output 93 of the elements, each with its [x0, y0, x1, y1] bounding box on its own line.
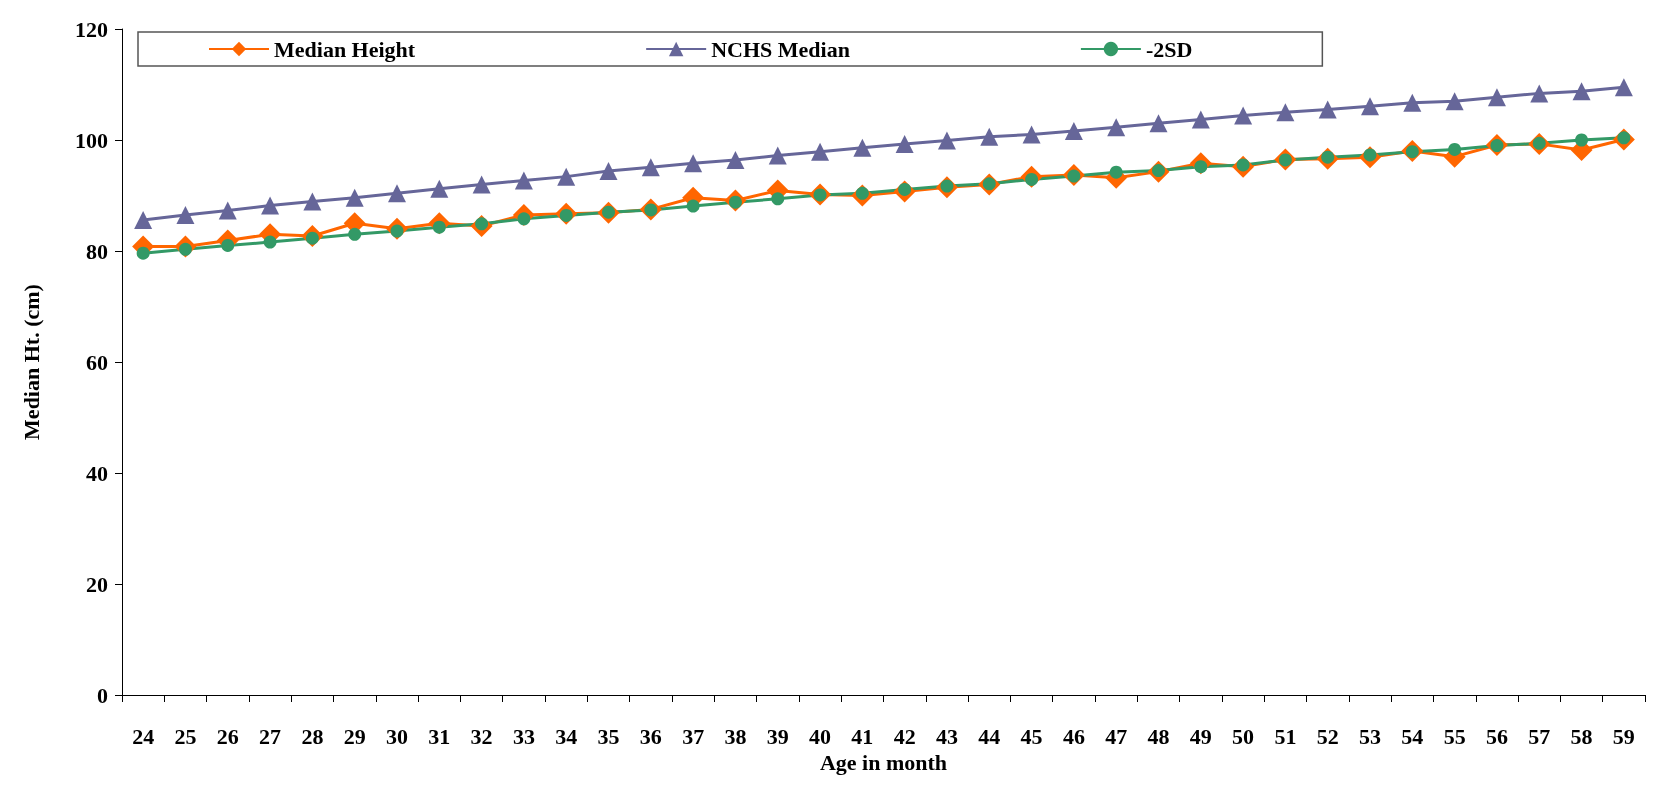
x-tick-label: 53	[1359, 723, 1382, 749]
point	[1575, 133, 1589, 147]
point	[1149, 114, 1168, 133]
y-axis-title: Median Ht. (cm)	[18, 284, 44, 440]
point	[1572, 82, 1591, 101]
x-tick-label: 27	[259, 723, 282, 749]
x-tick-label: 52	[1316, 723, 1339, 749]
x-tick-label: 37	[682, 723, 705, 749]
x-tick-label: 30	[385, 723, 408, 749]
x-tick-label: 48	[1147, 723, 1170, 749]
y-tick-label: 60	[86, 349, 108, 375]
y-tick-label: 100	[75, 127, 108, 153]
point	[303, 192, 322, 211]
point	[348, 227, 362, 241]
point	[1530, 84, 1549, 103]
x-tick-label: 29	[343, 723, 366, 749]
point	[771, 192, 785, 206]
point	[1448, 142, 1462, 156]
point	[430, 179, 449, 198]
point	[1276, 103, 1295, 122]
x-tick-label: 46	[1062, 723, 1085, 749]
point	[1191, 110, 1210, 129]
point	[1361, 97, 1380, 116]
x-tick-label: 34	[555, 723, 578, 749]
x-tick-label: 40	[809, 723, 832, 749]
x-tick-label: 54	[1401, 723, 1424, 749]
x-tick-label: 50	[1232, 723, 1255, 749]
x-tick-label: 38	[724, 723, 747, 749]
y-tick-label: 0	[97, 682, 108, 708]
point	[136, 246, 150, 260]
point	[218, 201, 237, 220]
point	[1109, 165, 1123, 179]
point	[1403, 93, 1422, 112]
point	[1487, 88, 1506, 107]
x-tick-label: 42	[893, 723, 916, 749]
x-tick-label: 41	[851, 723, 874, 749]
x-tick-label: 55	[1443, 723, 1466, 749]
point	[557, 167, 576, 186]
point	[686, 199, 700, 213]
x-tick-label: 36	[639, 723, 662, 749]
x-tick-label: 25	[174, 723, 197, 749]
legend-label: NCHS Median	[711, 36, 850, 62]
point	[345, 188, 364, 207]
x-tick-label: 35	[597, 723, 620, 749]
x-tick-label: 51	[1274, 723, 1297, 749]
point	[263, 235, 277, 249]
x-tick-label: 26	[216, 723, 239, 749]
point	[472, 175, 491, 194]
point	[811, 142, 830, 161]
point	[726, 150, 745, 169]
point	[176, 205, 195, 224]
point	[1064, 122, 1083, 141]
x-tick-label: 56	[1485, 723, 1508, 749]
x-tick-label: 47	[1105, 723, 1128, 749]
legend-label: Median Height	[274, 36, 416, 62]
point	[895, 134, 914, 153]
point	[514, 171, 533, 190]
x-tick-label: 44	[978, 723, 1001, 749]
point	[768, 146, 787, 165]
y-tick-label: 80	[86, 238, 108, 264]
legend-label: -2SD	[1145, 36, 1193, 62]
x-tick-label: 28	[301, 723, 324, 749]
x-tick-label: 32	[470, 723, 493, 749]
point	[134, 210, 153, 229]
point	[1445, 92, 1464, 111]
y-tick-label: 40	[86, 460, 108, 486]
point	[261, 196, 280, 215]
point	[641, 158, 660, 177]
x-tick-label: 33	[512, 723, 535, 749]
point	[1614, 78, 1633, 97]
point	[221, 238, 235, 252]
x-tick-label: 43	[935, 723, 958, 749]
x-tick-label: 45	[1020, 723, 1043, 749]
x-tick-label: 57	[1528, 723, 1551, 749]
x-tick-label: 31	[428, 723, 451, 749]
x-tick-label: 49	[1189, 723, 1212, 749]
y-tick-label: 20	[86, 571, 108, 597]
point	[937, 131, 956, 150]
point	[1234, 106, 1253, 125]
point	[387, 184, 406, 203]
x-tick-label: 24	[132, 723, 155, 749]
x-axis-title: Age in month	[819, 750, 948, 776]
point	[853, 138, 872, 157]
point	[599, 162, 618, 181]
point	[1318, 100, 1337, 119]
point	[1107, 118, 1126, 137]
y-tick-label: 120	[75, 16, 108, 42]
x-tick-label: 39	[766, 723, 789, 749]
point	[980, 127, 999, 146]
point	[1022, 125, 1041, 144]
point	[684, 154, 703, 173]
x-tick-label: 59	[1612, 723, 1635, 749]
x-tick-label: 58	[1570, 723, 1593, 749]
